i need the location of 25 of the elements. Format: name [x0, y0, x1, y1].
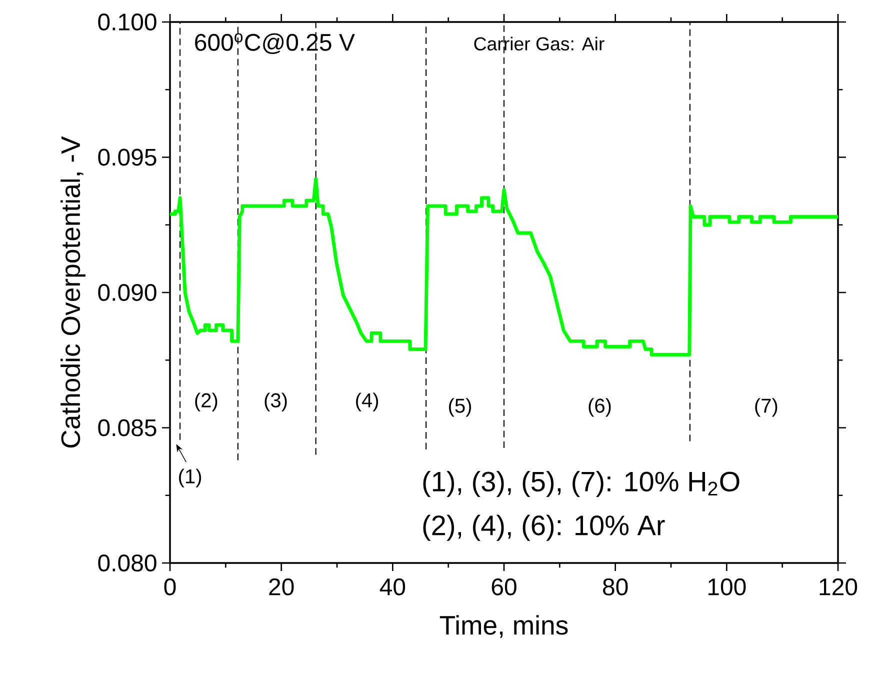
annotation: (1) [179, 468, 202, 488]
x-tick-label: 60 [492, 578, 516, 596]
x-tick-label: 80 [603, 578, 628, 596]
annotation: (7) [755, 398, 778, 417]
annotation: (2), (4), (6): 10% Ar [423, 514, 665, 541]
y-tick-label: 0.085 [98, 419, 156, 436]
x-tick-label: 20 [269, 578, 294, 596]
x-axis-title: Time, mins [440, 615, 568, 638]
annotation: Carrier Gas: Air [474, 36, 604, 50]
x-tick-label: 40 [380, 578, 406, 596]
annotation: (4) [356, 392, 378, 412]
y-tick-label: 0.095 [98, 148, 156, 166]
annotation: (3) [264, 392, 287, 412]
annotation: (1), (3), (5), (7): 10% H$_{2}$O [423, 470, 740, 498]
annotation: (5) [449, 398, 471, 417]
y-axis-title: Cathodic Overpotential, -V [60, 136, 86, 448]
y-tick-label: 0.080 [98, 554, 156, 572]
annotation: (6) [588, 398, 611, 417]
annotation: 600$^{o}$C@0.25 V [195, 33, 355, 54]
x-tick-label: 120 [820, 578, 858, 596]
annotation: (2) [195, 392, 218, 412]
y-tick-label: 0.090 [98, 284, 156, 301]
x-tick-label: 100 [708, 578, 746, 596]
x-tick-label: 0 [164, 578, 176, 596]
y-tick-label: 0.100 [98, 13, 156, 30]
